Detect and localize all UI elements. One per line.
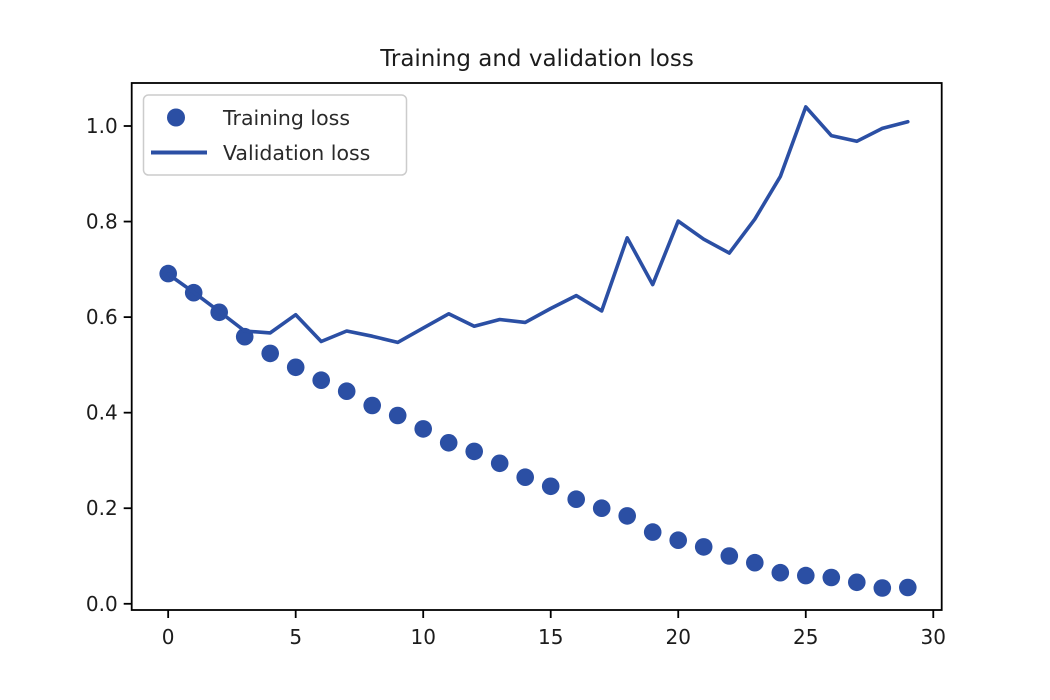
training-loss-point <box>669 531 687 549</box>
y-tick-label: 0.8 <box>86 210 118 234</box>
x-tick-label: 20 <box>666 625 691 649</box>
y-tick-label: 1.0 <box>86 114 118 138</box>
legend-label-validation: Validation loss <box>223 141 370 165</box>
training-loss-point <box>567 490 585 509</box>
training-loss-point <box>771 563 790 582</box>
training-loss-point <box>388 406 407 425</box>
legend: Training loss Validation loss <box>142 94 408 176</box>
training-loss-point <box>286 358 305 377</box>
training-loss-point <box>899 578 917 597</box>
training-loss-point <box>746 553 764 572</box>
plot-frame <box>130 82 943 611</box>
training-loss-point <box>848 573 866 592</box>
training-loss-point <box>797 566 815 585</box>
x-tick-label: 15 <box>538 625 563 649</box>
training-loss-point <box>694 538 713 556</box>
x-tick-label: 25 <box>793 625 818 649</box>
training-loss-point <box>414 420 433 438</box>
y-tick-label: 0.4 <box>86 401 118 425</box>
training-loss-point <box>312 371 331 390</box>
training-loss-point <box>541 477 560 496</box>
axes: 0 5 10 15 20 25 30 0.0 0.2 0.4 0.6 0.8 1.0 <box>86 82 946 649</box>
y-tick-label: 0.2 <box>86 496 118 520</box>
training-loss-point <box>720 547 739 565</box>
y-tick-label: 0.6 <box>86 305 118 329</box>
x-tick-label: 10 <box>410 625 435 649</box>
training-loss-point <box>337 382 356 401</box>
legend-frame <box>142 94 408 176</box>
training-loss-point <box>439 434 458 452</box>
training-loss-dot-icon <box>167 108 185 127</box>
validation-loss-line <box>166 105 910 345</box>
training-loss-point <box>261 344 280 363</box>
x-tick-label: 30 <box>921 625 946 649</box>
training-loss-point <box>465 442 484 461</box>
x-tick-label: 0 <box>162 625 175 649</box>
training-loss-point <box>592 499 611 517</box>
training-loss-point <box>822 568 841 587</box>
x-tick-label: 5 <box>289 625 302 649</box>
training-loss-point <box>516 468 534 487</box>
chart-title: Training and validation loss <box>379 46 694 72</box>
training-loss-point <box>363 396 382 415</box>
training-loss-point <box>618 507 636 525</box>
training-loss-point <box>643 523 662 541</box>
y-tick-label: 0.0 <box>86 592 118 616</box>
training-loss-point <box>873 579 892 597</box>
training-loss-point <box>490 454 509 473</box>
legend-label-training: Training loss <box>222 106 350 130</box>
